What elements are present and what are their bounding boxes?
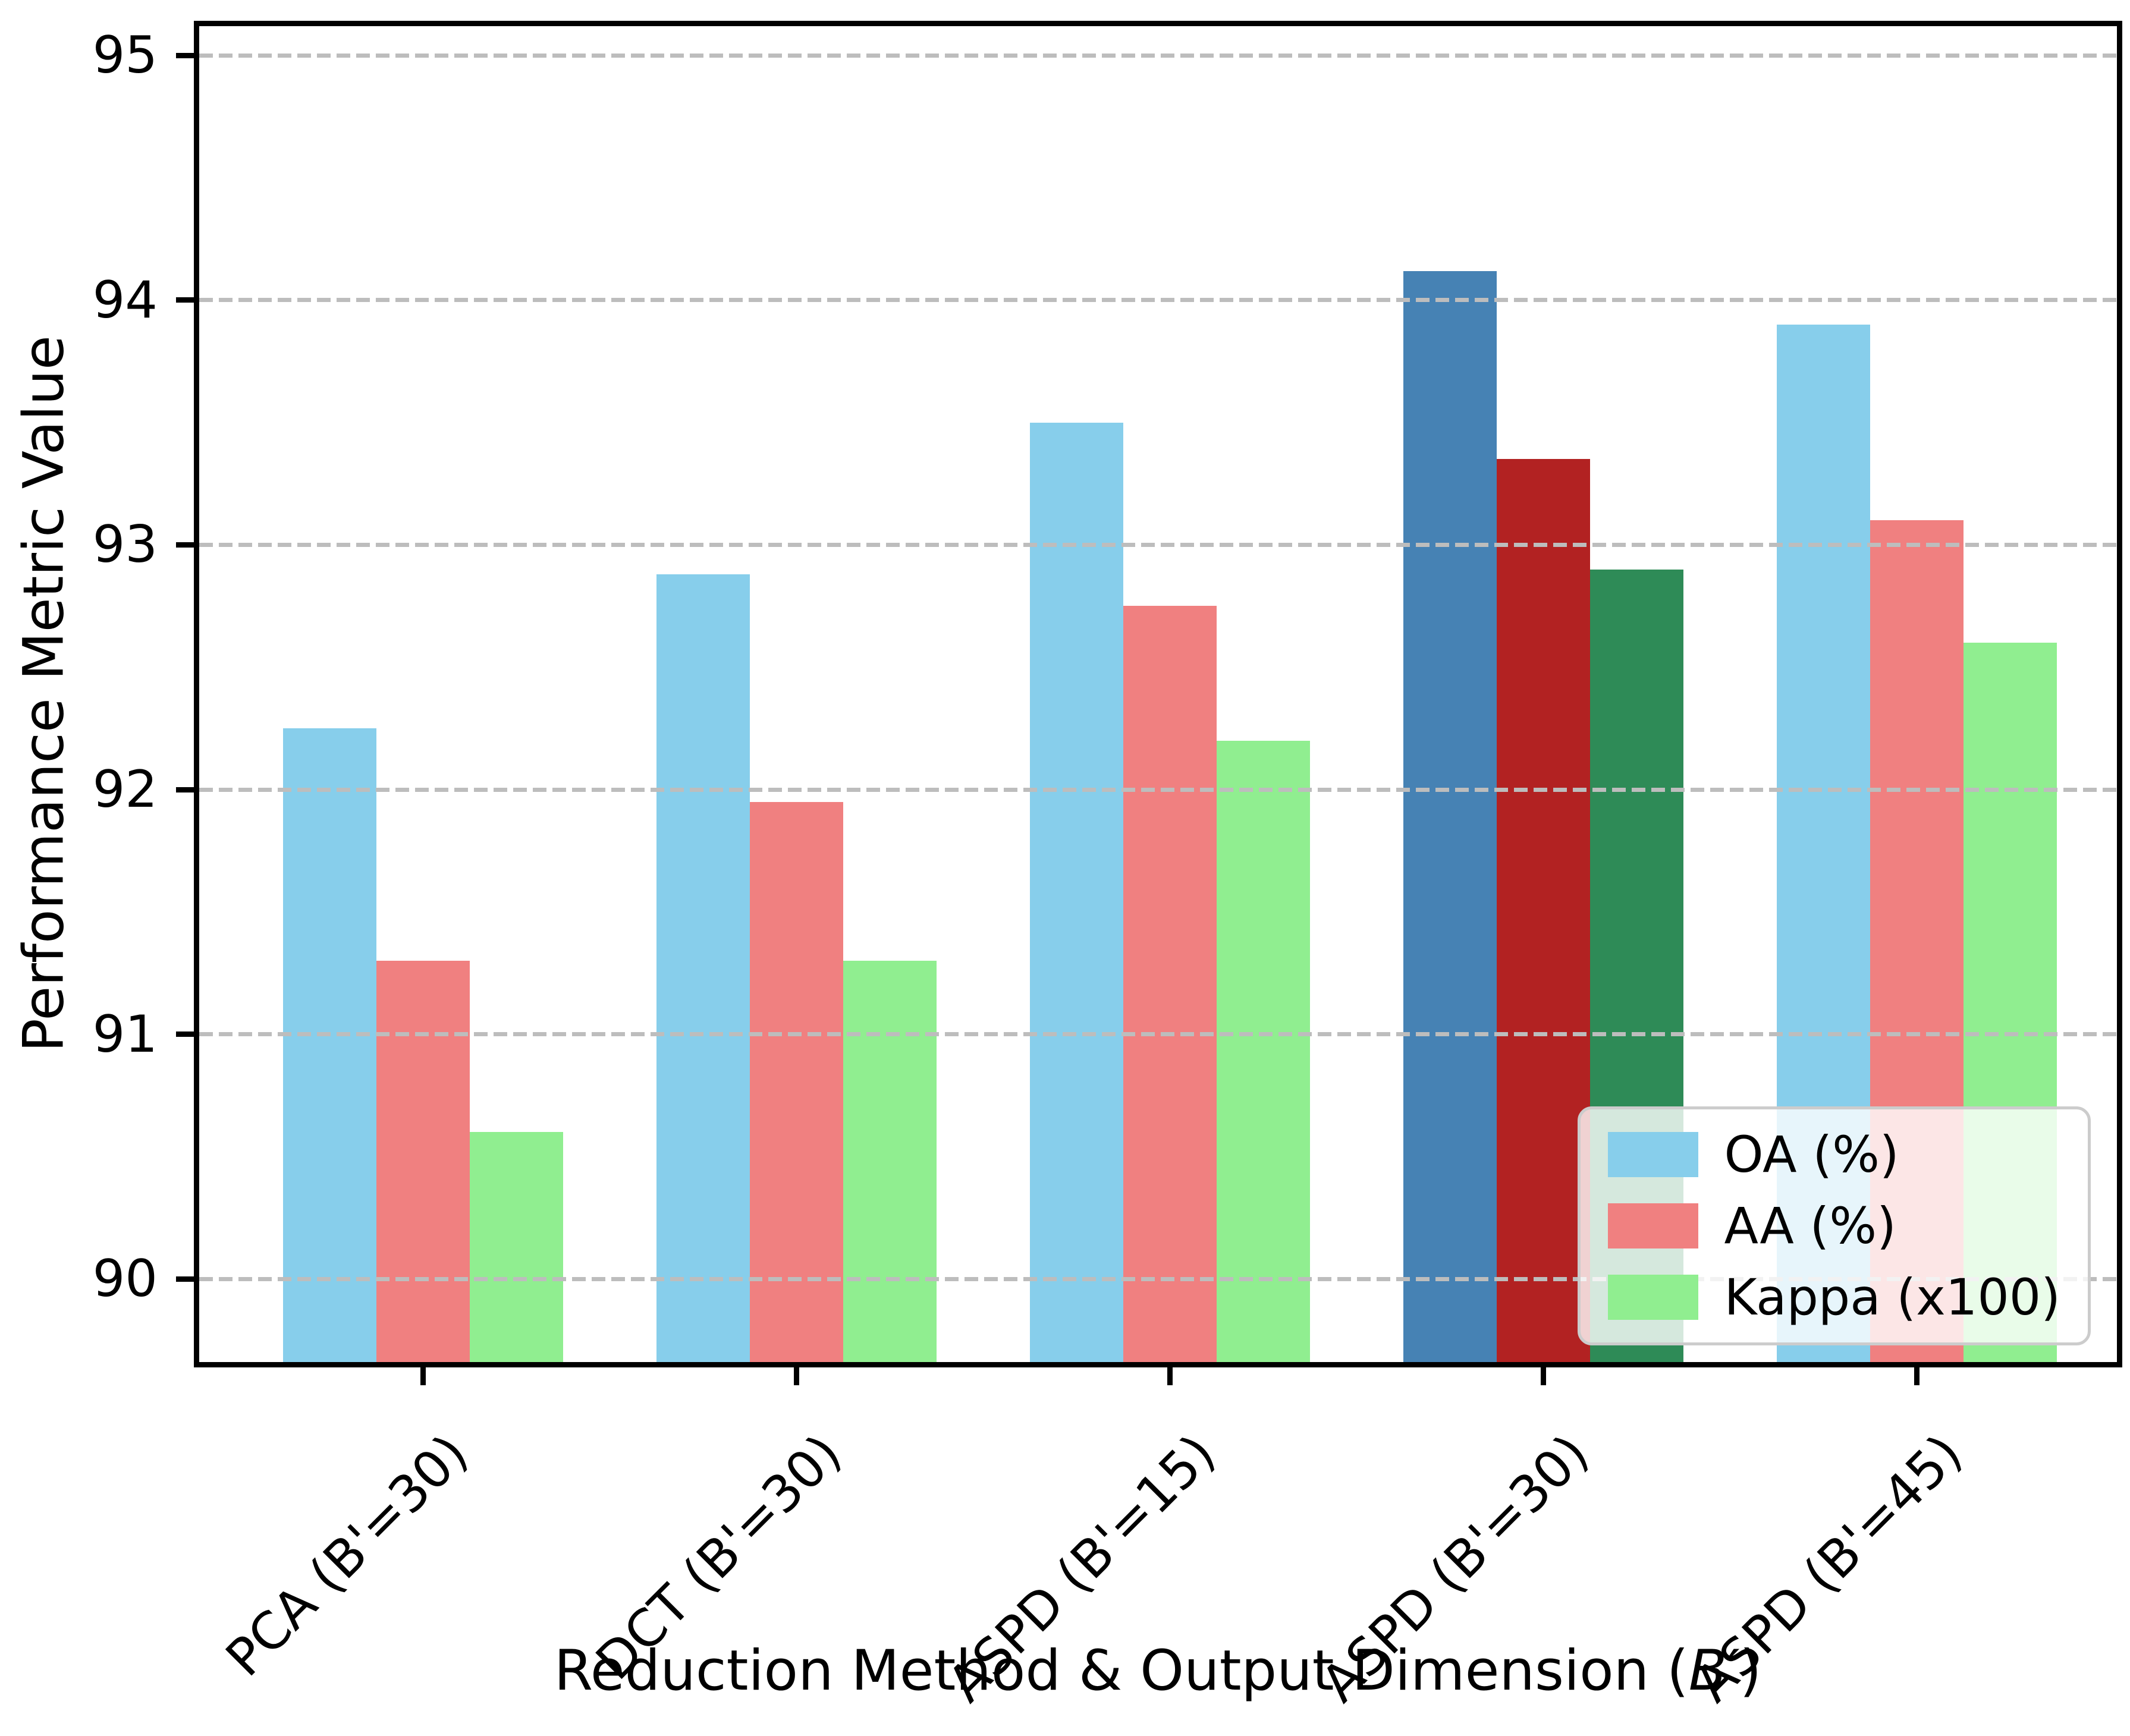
legend-item-oa: OA (%) bbox=[1607, 1125, 2060, 1184]
y-tick-93 bbox=[176, 542, 194, 548]
y-tick-label-93: 93 bbox=[92, 515, 158, 575]
legend-item-kappa: Kappa (x100) bbox=[1607, 1268, 2060, 1326]
gridline-93 bbox=[199, 542, 2117, 547]
bar-aa-aspd-b-30 bbox=[1497, 459, 1591, 1362]
plot-area: OA (%) AA (%) Kappa (x100) bbox=[194, 21, 2122, 1367]
x-tick-aspd-b-15 bbox=[1167, 1367, 1173, 1385]
bar-kappa-x100-pca-b-30 bbox=[470, 1132, 564, 1362]
y-tick-92 bbox=[176, 787, 194, 792]
y-tick-94 bbox=[176, 297, 194, 303]
legend-item-aa: AA (%) bbox=[1607, 1197, 2060, 1255]
x-tick-pca-b-30 bbox=[420, 1367, 426, 1385]
gridline-92 bbox=[199, 787, 2117, 792]
x-axis-title-text: Reduction Method & Output Dimension ( bbox=[554, 1638, 1689, 1703]
gridline-95 bbox=[199, 53, 2117, 58]
bar-kappa-x100-aspd-b-15 bbox=[1217, 740, 1311, 1362]
legend: OA (%) AA (%) Kappa (x100) bbox=[1577, 1106, 2091, 1345]
x-tick-aspd-b-45 bbox=[1914, 1367, 1920, 1385]
gridline-90 bbox=[199, 1276, 2117, 1281]
y-tick-label-94: 94 bbox=[92, 270, 158, 330]
y-axis-title: Performance Metric Value bbox=[11, 335, 77, 1052]
bar-oa-pca-b-30 bbox=[283, 728, 377, 1362]
gridline-94 bbox=[199, 298, 2117, 303]
x-tick-aspd-b-30 bbox=[1541, 1367, 1547, 1385]
x-axis-title: Reduction Method & Output Dimension (B′) bbox=[554, 1638, 1762, 1703]
y-tick-90 bbox=[176, 1276, 194, 1282]
legend-label-oa: OA (%) bbox=[1724, 1125, 1899, 1184]
bar-aa-dct-b-30 bbox=[750, 801, 844, 1362]
y-tick-95 bbox=[176, 52, 194, 58]
bar-aa-aspd-b-15 bbox=[1123, 606, 1217, 1362]
legend-swatch-aa bbox=[1607, 1203, 1698, 1248]
x-axis-title-close: ) bbox=[1739, 1638, 1762, 1703]
bar-aa-pca-b-30 bbox=[376, 961, 470, 1362]
y-tick-label-95: 95 bbox=[92, 26, 158, 86]
bar-oa-aspd-b-30 bbox=[1403, 271, 1497, 1362]
legend-label-aa: AA (%) bbox=[1724, 1197, 1896, 1255]
legend-label-kappa: Kappa (x100) bbox=[1724, 1268, 2060, 1326]
x-tick-dct-b-30 bbox=[794, 1367, 800, 1385]
legend-swatch-oa bbox=[1607, 1132, 1698, 1177]
legend-swatch-kappa bbox=[1607, 1275, 1698, 1320]
x-tick-label-aspd-b-45: ASPD (B'=45) bbox=[1683, 1423, 1974, 1714]
gridline-91 bbox=[199, 1032, 2117, 1037]
y-tick-label-92: 92 bbox=[92, 760, 158, 819]
bar-kappa-x100-dct-b-30 bbox=[843, 961, 937, 1362]
x-axis-title-var: B′ bbox=[1688, 1638, 1740, 1703]
bar-oa-aspd-b-15 bbox=[1030, 422, 1124, 1362]
y-tick-91 bbox=[176, 1031, 194, 1037]
bar-oa-dct-b-30 bbox=[656, 574, 750, 1362]
x-tick-label-pca-b-30: PCA (B'=30) bbox=[215, 1423, 480, 1688]
y-tick-label-90: 90 bbox=[92, 1249, 158, 1309]
y-tick-label-91: 91 bbox=[92, 1004, 158, 1064]
